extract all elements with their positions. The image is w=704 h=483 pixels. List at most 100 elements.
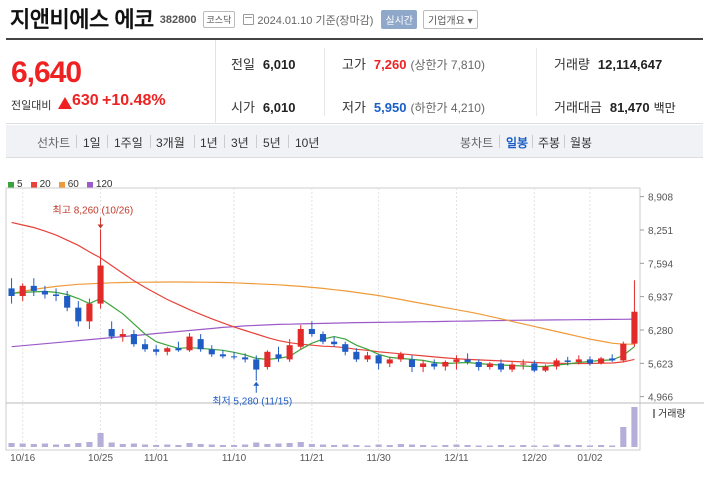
period-3y[interactable]: 3년 [231,136,249,150]
candle-chart-label: 봉차트 [460,136,494,150]
stock-name: 지앤비에스 에코 [10,7,154,32]
period-5y[interactable]: 5년 [263,136,281,150]
volume-bar [331,445,338,447]
legend-label: 20 [39,179,51,190]
candle-body [141,344,149,350]
candle-weekly[interactable]: 주봉 [538,136,561,150]
candle-body [275,354,282,359]
candle-body [353,351,360,360]
volume-bar [41,443,48,447]
stat-label: 거래량 [554,57,590,72]
candle-body [631,311,638,344]
volume-bar [286,443,293,447]
volume-bar [375,444,382,447]
candle-body [8,288,15,296]
date-text: 2024.01.10 기준(장마감) [257,14,374,27]
candle-body [486,363,493,368]
candle-body [386,359,393,364]
x-tick-label: 12/20 [522,453,547,464]
x-tick-label: 01/02 [577,453,602,464]
high-annotation-arrowhead [97,224,104,229]
volume-bar [197,444,204,447]
legend-swatch [58,181,65,188]
candle-daily[interactable]: 일봉 [506,136,529,150]
candle-body [208,349,215,355]
candle-body [197,339,204,350]
candle-body [375,355,382,364]
candle-body [342,344,349,352]
candle-body [520,363,527,365]
x-axis: 10/16 10/25 11/01 11/10 11/21 11/30 12/11 12/20… [10,453,603,464]
candle-body [97,265,104,304]
volume-bar [141,444,149,447]
y-axis: 8,908 8,251 7,594 6,937 6,280 5,623 4,966 [640,193,673,404]
volume-bar [564,445,571,447]
volume-axis-label: 거래량 [658,408,686,420]
volume-bar [208,444,215,447]
amount-unit: 백만 [653,101,676,115]
candle-body [509,364,516,370]
volume-bar [164,444,171,447]
y-tick-label: 7,594 [648,259,673,270]
stat-high: 고가 7,260 (상한가 7,810) [342,54,485,73]
candle-body [497,363,505,370]
period-1y[interactable]: 1년 [200,136,218,150]
stock-chart[interactable]: 거래량 8,9088,2517,5946,9376,2805,6234,966 … [0,160,704,483]
period-1w[interactable]: 1주일 [114,136,143,150]
chart-grid [5,187,704,451]
volume-bar [219,445,226,447]
legend-label: 60 [67,179,79,190]
volume-bar [353,445,360,447]
separator [564,135,565,148]
period-3m[interactable]: 3개월 [156,136,185,150]
y-tick-label: 5,623 [648,359,673,370]
volume-bar [75,443,82,447]
volume-bar [509,445,516,447]
period-bar: 선차트 1일 1주일 3개월 1년 3년 5년 10년 봉차트 일봉 주봉 월봉 [6,125,703,158]
candle-body [598,358,605,364]
candle-body [442,361,449,367]
volume-bar [264,444,271,447]
volume-bar [464,445,471,447]
candle-body [75,307,82,322]
candle-body [297,328,304,347]
stat-label: 전일 [231,57,255,72]
volume-bar [275,443,282,447]
candle-monthly[interactable]: 월봉 [570,136,593,150]
candle-body [153,349,160,352]
legend-ma120: 120 [86,179,113,190]
period-10y[interactable]: 10년 [295,136,320,150]
company-overview-button[interactable]: 기업개요 ▾ [423,10,478,29]
candle-body [242,357,249,360]
candle-body [464,359,471,362]
realtime-button[interactable]: 실시간 [381,10,418,29]
candle-body [308,328,315,335]
volume-bar [408,444,416,447]
volume-bar [475,445,482,447]
moving-average-lines [11,221,635,368]
candle-body [531,363,538,371]
plot-frame [5,187,641,451]
candle-body [475,361,482,368]
y-tick-label: 8,908 [648,193,673,204]
x-tick-label: 10/25 [88,453,113,464]
candle-body [175,348,182,351]
stock-header: 지앤비에스 에코 382800 코스닥 2024.01.10 기준(장마감) 실… [0,0,704,36]
period-1d[interactable]: 1일 [83,136,101,150]
candle-body [41,290,48,295]
ma60-line [11,281,635,345]
chart-legend: 5 20 60 120 [8,179,121,190]
volume-bar [30,444,37,447]
market-badge: 코스닥 [202,11,236,28]
y-tick-label: 4,966 [648,393,673,404]
candle-body [620,343,627,361]
volume-bar [253,442,260,447]
volume-bar [553,444,560,447]
candle-body [186,336,193,351]
separator [499,135,500,148]
candle-body [86,303,93,322]
candle-body [542,366,549,371]
volume-bar [631,407,638,447]
separator [76,135,77,148]
low-annotation-arrowhead [253,381,260,386]
